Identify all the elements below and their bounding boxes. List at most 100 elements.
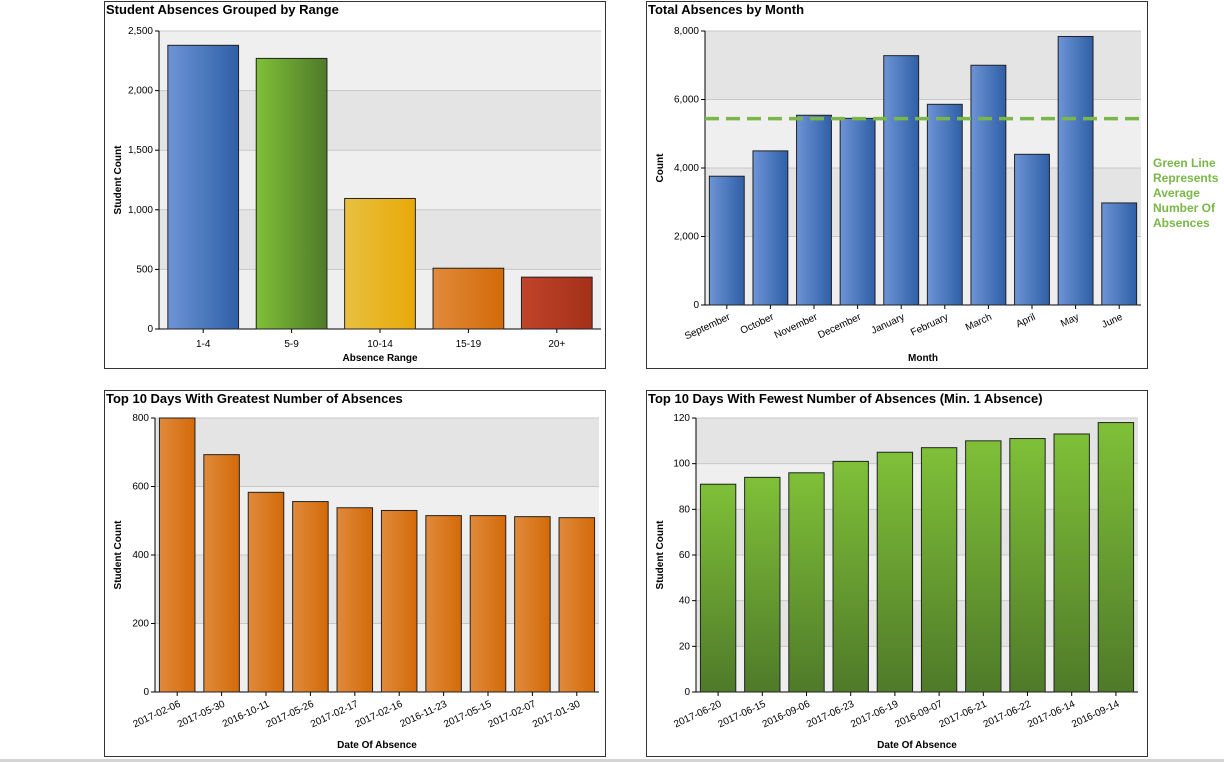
x-axis-label: Month	[908, 353, 938, 364]
bar	[1009, 438, 1046, 693]
bar	[920, 447, 958, 693]
bar	[752, 150, 789, 306]
bar	[796, 114, 832, 306]
x-tick-label: December	[816, 311, 863, 341]
chart-absences-by-month: 0 2,000 4,000 6,000 8,000 September OctoberNov…	[655, 26, 1141, 364]
y-tick-label: 6,000	[674, 95, 699, 106]
x-tick-label: 2017-02-16	[353, 699, 404, 731]
x-tick-label: 2016-09-07	[893, 699, 944, 731]
x-tick-label: March	[964, 312, 994, 334]
x-tick-label: June	[1100, 312, 1125, 331]
y-tick-label: 8,000	[674, 26, 699, 37]
x-tick-label: 1-4	[196, 339, 211, 350]
y-tick-label: 600	[132, 482, 149, 493]
chart-title: Student Absences Grouped by Range	[106, 2, 339, 17]
x-axis-label: Absence Range	[342, 353, 417, 364]
chart-panel-greatest-absences: Top 10 Days With Greatest Number of Abse…	[104, 390, 606, 757]
x-tick-label: 2017-06-21	[938, 699, 989, 731]
bar	[469, 515, 507, 693]
bar	[425, 515, 462, 693]
y-tick-label: 800	[132, 413, 149, 424]
bar	[965, 440, 1002, 693]
chart-panel-absence-range: Student Absences Grouped by Range 0 500 1,…	[104, 1, 606, 369]
y-tick-label: 2,500	[128, 26, 153, 37]
y-tick-label: 0	[693, 300, 699, 311]
x-tick-label: 2017-06-20	[672, 699, 723, 731]
x-axis-label: Date Of Absence	[877, 740, 957, 751]
x-tick-label: 2017-05-26	[265, 699, 316, 731]
y-axis-label: Student Count	[113, 520, 124, 590]
x-tick-label: April	[1014, 312, 1037, 330]
bar	[883, 55, 920, 306]
y-axis-label: Count	[655, 153, 666, 183]
bar	[167, 44, 240, 330]
bar	[255, 57, 328, 330]
x-tick-label: 10-14	[367, 339, 393, 350]
bar	[744, 476, 781, 693]
bar	[1097, 422, 1135, 693]
bar	[1053, 433, 1090, 693]
x-tick-label: 2017-06-14	[1026, 699, 1077, 731]
bar	[380, 509, 418, 693]
x-tick-label: 5-9	[284, 339, 299, 350]
y-axis-label: Student Count	[113, 145, 124, 215]
y-tick-label: 120	[673, 413, 690, 424]
y-tick-label: 0	[684, 687, 690, 698]
y-tick-label: 1,000	[128, 205, 153, 216]
bar	[788, 472, 825, 693]
x-tick-label: 2017-02-06	[131, 699, 182, 731]
chart-title: Total Absences by Month	[648, 2, 805, 17]
x-tick-label: 20+	[548, 339, 565, 350]
x-tick-label: October	[739, 311, 776, 336]
chart-absence-range: 0 500 1,000 1,500 2,000 2,500 1-4 5-9 10-14 15-19…	[113, 26, 601, 364]
bar	[344, 197, 416, 330]
x-tick-label: September	[683, 311, 733, 342]
y-tick-label: 80	[679, 504, 691, 515]
chart-panel-fewest-absences: Top 10 Days With Fewest Number of Absenc…	[646, 390, 1148, 757]
chart-panel-absences-by-month: Total Absences by Month 0 2,000 4,000 6,000…	[646, 1, 1148, 369]
bar	[708, 175, 745, 306]
x-tick-label: 2017-05-30	[176, 699, 227, 731]
x-tick-label: 2017-05-15	[442, 699, 493, 731]
bar	[203, 454, 240, 693]
chart-greatest-absences: 0 200 400 600 800 2017-02-062017-05-302016-10…	[113, 413, 599, 751]
x-tick-label: 2016-09-06	[761, 699, 812, 731]
y-tick-label: 400	[132, 550, 149, 561]
y-tick-label: 0	[143, 687, 149, 698]
chart-fewest-absences: 0204060801001202017-06-202017-06-152016-…	[655, 413, 1138, 751]
x-tick-label: 2016-10-11	[221, 699, 272, 730]
x-tick-label: 15-19	[456, 339, 482, 350]
bar	[247, 491, 285, 693]
page-bottom-divider	[0, 759, 1224, 762]
x-tick-label: 2017-02-07	[487, 699, 538, 731]
bar	[514, 516, 551, 693]
x-tick-label: February	[909, 312, 950, 339]
bar	[432, 267, 505, 330]
bar	[292, 501, 329, 693]
y-tick-label: 2,000	[674, 232, 699, 243]
bar	[699, 483, 737, 693]
bar	[970, 64, 1007, 306]
x-tick-label: 2017-01-30	[531, 699, 582, 731]
bar	[1101, 202, 1138, 306]
bar	[158, 417, 196, 693]
y-tick-label: 0	[147, 324, 153, 335]
bar	[1057, 35, 1094, 306]
y-tick-label: 40	[679, 596, 691, 607]
x-tick-label: 2016-11-23	[399, 699, 450, 730]
y-tick-label: 100	[673, 459, 690, 470]
y-tick-label: 4,000	[674, 163, 699, 174]
x-tick-label: 2017-06-15	[717, 699, 768, 731]
y-tick-label: 20	[679, 641, 691, 652]
bar	[1014, 153, 1050, 306]
bar	[876, 451, 914, 693]
x-tick-label: January	[870, 312, 907, 337]
x-tick-label: 2016-09-14	[1070, 699, 1121, 731]
x-tick-label: November	[773, 311, 820, 341]
bar	[839, 117, 876, 306]
chart-title: Top 10 Days With Fewest Number of Absenc…	[648, 391, 1043, 406]
x-tick-label: May	[1059, 312, 1081, 330]
bar	[336, 507, 374, 693]
bar	[926, 103, 963, 306]
bar	[558, 517, 596, 693]
